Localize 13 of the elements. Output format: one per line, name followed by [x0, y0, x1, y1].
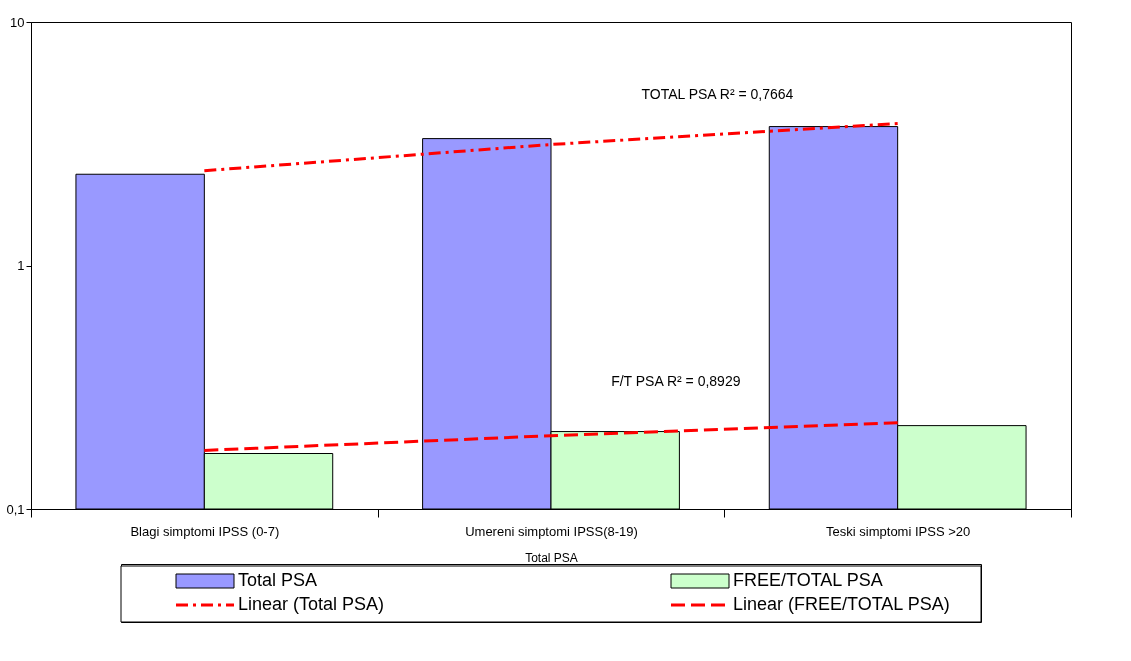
legend-label: Linear (FREE/TOTAL PSA)	[733, 594, 950, 614]
x-tick-label: Blagi simptomi IPSS (0-7)	[130, 523, 280, 539]
annotation: F/T PSA R² = 0,8929	[611, 373, 741, 390]
x-axis-title: Total PSA	[525, 550, 578, 565]
legend-label: FREE/TOTAL PSA	[733, 570, 883, 590]
legend-label: Total PSA	[238, 570, 318, 590]
y-tick-label: 0,1	[6, 501, 25, 517]
legend-label: Linear (Total PSA)	[238, 594, 385, 614]
y-tick-label: 10	[10, 14, 25, 30]
y-tick-label: 1	[17, 258, 25, 273]
x-tick-label: Teski simptomi IPSS >20	[826, 523, 971, 539]
annotation: TOTAL PSA R² = 0,7664	[641, 86, 794, 103]
x-tick-label: Umereni simptomi IPSS(8-19)	[465, 523, 638, 539]
